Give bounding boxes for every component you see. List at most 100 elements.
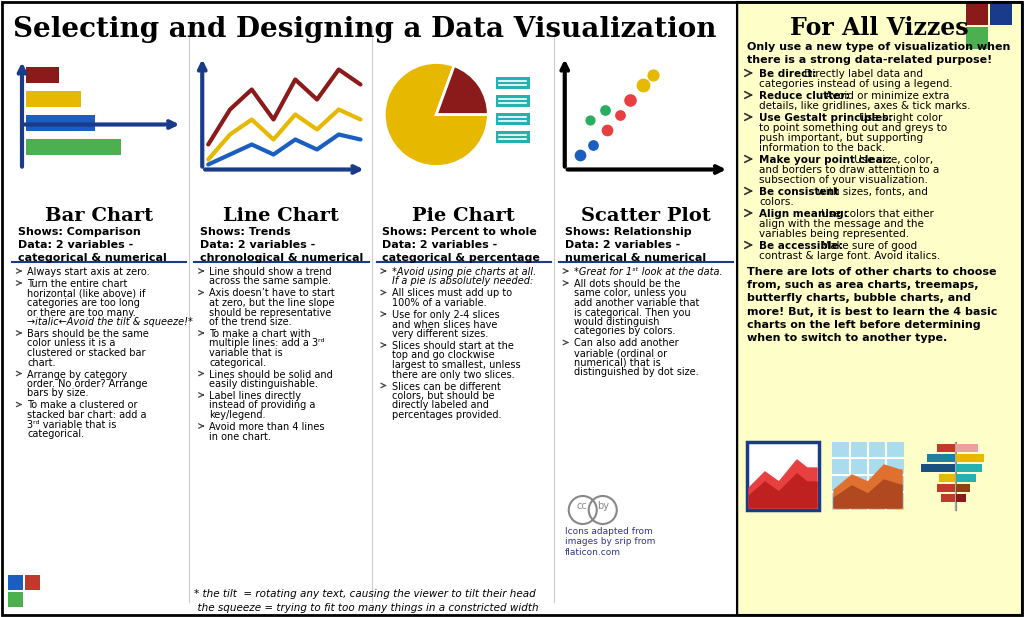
Bar — [737, 2, 1022, 615]
Text: at zero, but the line slope: at zero, but the line slope — [209, 298, 335, 308]
Text: distinguished by dot size.: distinguished by dot size. — [573, 367, 698, 377]
Text: Directly label data and: Directly label data and — [801, 69, 923, 79]
Text: Align meaning:: Align meaning: — [759, 209, 848, 219]
Text: Arrange by category: Arrange by category — [27, 370, 127, 379]
Text: Axis doesn’t have to start: Axis doesn’t have to start — [209, 289, 335, 299]
Text: categories instead of using a legend.: categories instead of using a legend. — [759, 79, 952, 89]
Text: Reduce clutter:: Reduce clutter: — [759, 91, 850, 101]
Text: largest to smallest, unless: largest to smallest, unless — [391, 360, 520, 370]
Text: clustered or stacked bar: clustered or stacked bar — [27, 348, 145, 358]
Text: Line Chart: Line Chart — [223, 207, 339, 225]
Bar — [26, 138, 121, 154]
Bar — [966, 27, 988, 49]
Point — [635, 80, 651, 89]
Bar — [497, 131, 530, 143]
Text: Slices should start at the: Slices should start at the — [391, 341, 513, 351]
Text: colors, but should be: colors, but should be — [391, 391, 494, 401]
Text: chart.: chart. — [27, 357, 55, 368]
Text: Be direct:: Be direct: — [759, 69, 816, 79]
Text: and borders to draw attention to a: and borders to draw attention to a — [759, 165, 939, 175]
Text: horizontal (like above) if: horizontal (like above) if — [27, 289, 145, 299]
Point — [644, 70, 660, 80]
Text: colors.: colors. — [759, 197, 794, 207]
Text: Turn the entire chart: Turn the entire chart — [27, 279, 127, 289]
Bar — [8, 592, 23, 607]
Text: same color, unless you: same color, unless you — [573, 289, 686, 299]
Point — [571, 149, 588, 159]
Bar — [25, 575, 40, 590]
Text: with sizes, fonts, and: with sizes, fonts, and — [814, 187, 928, 197]
Text: multiple lines: add a 3ʳᵈ: multiple lines: add a 3ʳᵈ — [209, 339, 325, 349]
Text: top and go clockwise: top and go clockwise — [391, 350, 495, 360]
Text: of the trend size.: of the trend size. — [209, 317, 292, 327]
Text: Can also add another: Can also add another — [573, 339, 678, 349]
Text: All dots should be the: All dots should be the — [573, 279, 680, 289]
Point — [582, 115, 598, 125]
Text: categories by colors.: categories by colors. — [573, 326, 675, 336]
Text: contrast & large font. Avoid italics.: contrast & large font. Avoid italics. — [759, 251, 940, 261]
Text: Use size, color,: Use size, color, — [851, 155, 934, 165]
Text: Label lines directly: Label lines directly — [209, 391, 301, 401]
Text: Bar Chart: Bar Chart — [45, 207, 154, 225]
Text: or there are too many.: or there are too many. — [27, 307, 136, 318]
Polygon shape — [749, 474, 817, 508]
Text: would distinguish: would distinguish — [573, 317, 659, 327]
Text: *Great for 1ˢᵗ look at the data.: *Great for 1ˢᵗ look at the data. — [573, 267, 722, 277]
Text: *Avoid using pie charts at all.: *Avoid using pie charts at all. — [391, 267, 536, 277]
Text: 100% of a variable.: 100% of a variable. — [391, 298, 486, 308]
Text: information to the back.: information to the back. — [759, 143, 886, 153]
Bar — [956, 454, 984, 462]
Text: To make a chart with: To make a chart with — [209, 329, 311, 339]
Text: Shows: Percent to whole
Data: 2 variables -
categorical & percentage: Shows: Percent to whole Data: 2 variable… — [383, 227, 541, 263]
Text: Shows: Comparison
Data: 2 variables -
categorical & numerical: Shows: Comparison Data: 2 variables - ca… — [18, 227, 167, 263]
Text: by: by — [597, 501, 608, 511]
Text: Selecting and Designing a Data Visualization: Selecting and Designing a Data Visualiza… — [13, 16, 717, 43]
Bar — [956, 444, 978, 452]
Bar — [8, 575, 23, 590]
Bar — [937, 444, 955, 452]
Text: directly labeled and: directly labeled and — [391, 400, 488, 410]
Text: numerical) that is: numerical) that is — [573, 357, 660, 368]
Text: across the same sample.: across the same sample. — [209, 276, 331, 286]
Text: order. No order? Arrange: order. No order? Arrange — [27, 379, 147, 389]
Text: to point something out and greys to: to point something out and greys to — [759, 123, 947, 133]
Text: variable that is: variable that is — [209, 348, 283, 358]
Bar — [26, 115, 95, 131]
Bar — [990, 3, 1012, 25]
Text: Pie Chart: Pie Chart — [413, 207, 515, 225]
Text: Use colors that either: Use colors that either — [818, 209, 934, 219]
Text: There are lots of other charts to choose
from, such as area charts, treemaps,
bu: There are lots of other charts to choose… — [746, 267, 997, 343]
Text: add another variable that: add another variable that — [573, 298, 699, 308]
Text: Be accessible:: Be accessible: — [759, 241, 843, 251]
Point — [611, 110, 628, 120]
Bar — [497, 112, 530, 125]
Text: in one chart.: in one chart. — [209, 431, 271, 442]
Text: For All Vizzes: For All Vizzes — [791, 16, 969, 40]
Text: should be representative: should be representative — [209, 307, 332, 318]
Text: push important, but supporting: push important, but supporting — [759, 133, 923, 143]
Text: align with the message and the: align with the message and the — [759, 219, 924, 229]
Polygon shape — [834, 465, 902, 508]
Text: Use for only 2-4 slices: Use for only 2-4 slices — [391, 310, 499, 320]
Text: categories are too long: categories are too long — [27, 298, 140, 308]
Point — [585, 139, 601, 149]
Text: percentages provided.: percentages provided. — [391, 410, 501, 420]
Text: very different sizes.: very different sizes. — [391, 329, 487, 339]
Bar — [966, 3, 988, 25]
Bar — [26, 91, 81, 107]
Text: details, like gridlines, axes & tick marks.: details, like gridlines, axes & tick mar… — [759, 101, 971, 111]
Text: Avoid more than 4 lines: Avoid more than 4 lines — [209, 422, 325, 432]
Wedge shape — [384, 62, 488, 167]
Bar — [921, 464, 955, 472]
Text: Lines should be solid and: Lines should be solid and — [209, 370, 333, 379]
Text: easily distinguishable.: easily distinguishable. — [209, 379, 318, 389]
Text: Make your point clear:: Make your point clear: — [759, 155, 892, 165]
Text: color unless it is a: color unless it is a — [27, 339, 116, 349]
Bar — [746, 442, 819, 510]
Bar — [939, 474, 955, 482]
Text: Always start axis at zero.: Always start axis at zero. — [27, 267, 150, 277]
Bar — [927, 454, 955, 462]
Text: Bars should be the same: Bars should be the same — [27, 329, 148, 339]
Point — [599, 125, 615, 135]
Text: Use bright color: Use bright color — [856, 113, 942, 123]
